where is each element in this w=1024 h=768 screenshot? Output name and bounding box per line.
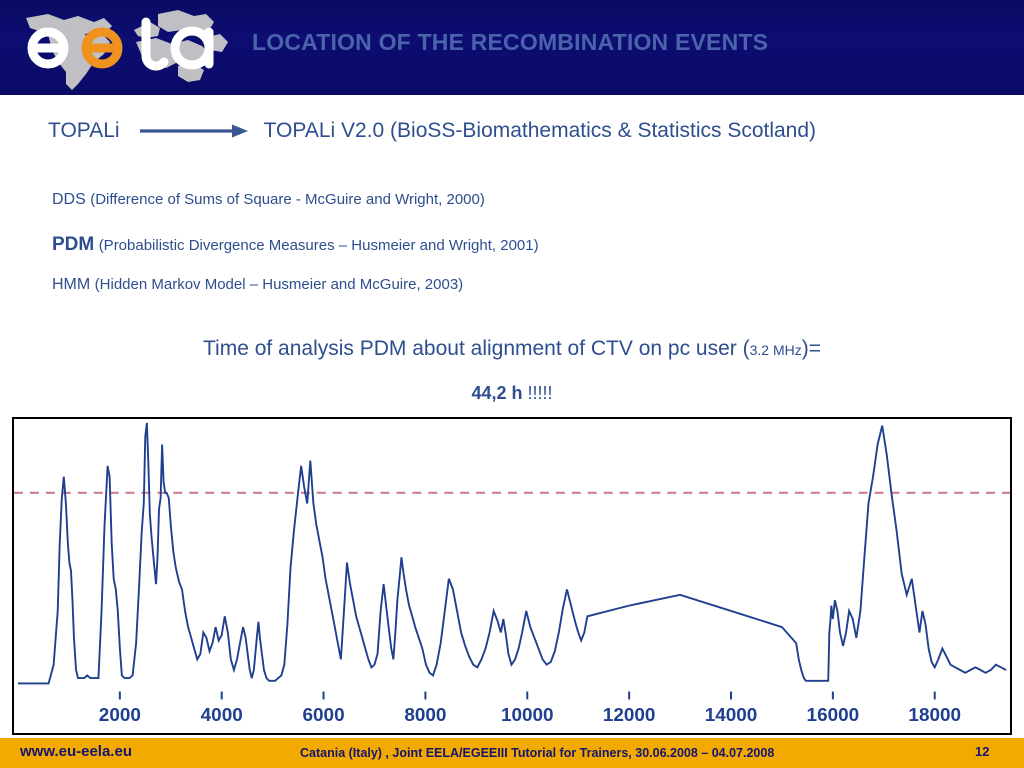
arrow-right-icon [138,121,250,141]
method-desc-pdm: (Probabilistic Divergence Measures – Hus… [98,237,539,254]
analysis-hours-value: 44,2 h [471,383,523,403]
chart-x-tick-label: 16000 [807,704,860,725]
time-of-analysis-cpu: 3.2 MHz [749,342,802,358]
method-code-dds: DDS [52,191,86,208]
chart-x-tick-labels: 2000 4000 6000 8000 10000 12000 14000 16000 1800… [99,704,961,725]
method-code-pdm: PDM [52,234,95,255]
chart-x-tick-label: 8000 [404,704,446,725]
chart-canvas: 2000 4000 6000 8000 10000 12000 14000 16000 1800… [14,422,1010,725]
topali-line: TOPALi TOPALi V2.0 (BioSS-Biomathematics… [48,116,816,146]
chart-x-tick-label: 14000 [705,704,758,725]
footer-event-info: Catania (Italy) , Joint EELA/EGEEIII Tut… [300,746,775,760]
topali-label-left: TOPALi [48,119,120,142]
chart-x-tick-label: 10000 [501,704,554,725]
method-desc-dds: (Difference of Sums of Square - McGuire … [90,191,485,208]
page-title: LOCATION OF THE RECOMBINATION EVENTS [252,29,769,55]
topali-label-right: TOPALi V2.0 (BioSS-Biomathematics & Stat… [263,119,817,142]
chart-x-tick-label: 18000 [908,704,961,725]
method-line-pdm: PDM (Probabilistic Divergence Measures –… [52,234,539,256]
chart-x-tick-label: 6000 [303,704,345,725]
footer-page-number: 12 [975,744,990,759]
method-code-hmm: HMM [52,276,91,293]
method-line-dds: DDS (Difference of Sums of Square - McGu… [52,191,485,209]
chart-x-tick-label: 12000 [603,704,656,725]
time-of-analysis-tail: )= [801,337,821,360]
chart-x-tick-label: 2000 [99,704,141,725]
time-of-analysis-line: Time of analysis PDM about alignment of … [0,337,1024,361]
eela-logo [8,4,238,92]
slide-header-band: LOCATION OF THE RECOMBINATION EVENTS [0,0,1024,95]
time-of-analysis-main: Time of analysis PDM about alignment of … [202,337,750,360]
analysis-hours-exclaim: !!!!! [522,383,553,403]
chart-x-ticks [118,691,936,700]
method-line-hmm: HMM (Hidden Markov Model – Husmeier and … [52,276,463,294]
pdm-recombination-chart: 2000 4000 6000 8000 10000 12000 14000 16000 1800… [12,417,1012,735]
footer-url[interactable]: www.eu-eela.eu [20,743,132,760]
method-desc-hmm: (Hidden Markov Model – Husmeier and McGu… [94,276,464,293]
chart-x-tick-label: 4000 [201,704,243,725]
analysis-hours-line: 44,2 h !!!!! [0,383,1024,404]
chart-series-pdm [17,422,1007,685]
slide-footer-band: www.eu-eela.eu Catania (Italy) , Joint E… [0,738,1024,768]
